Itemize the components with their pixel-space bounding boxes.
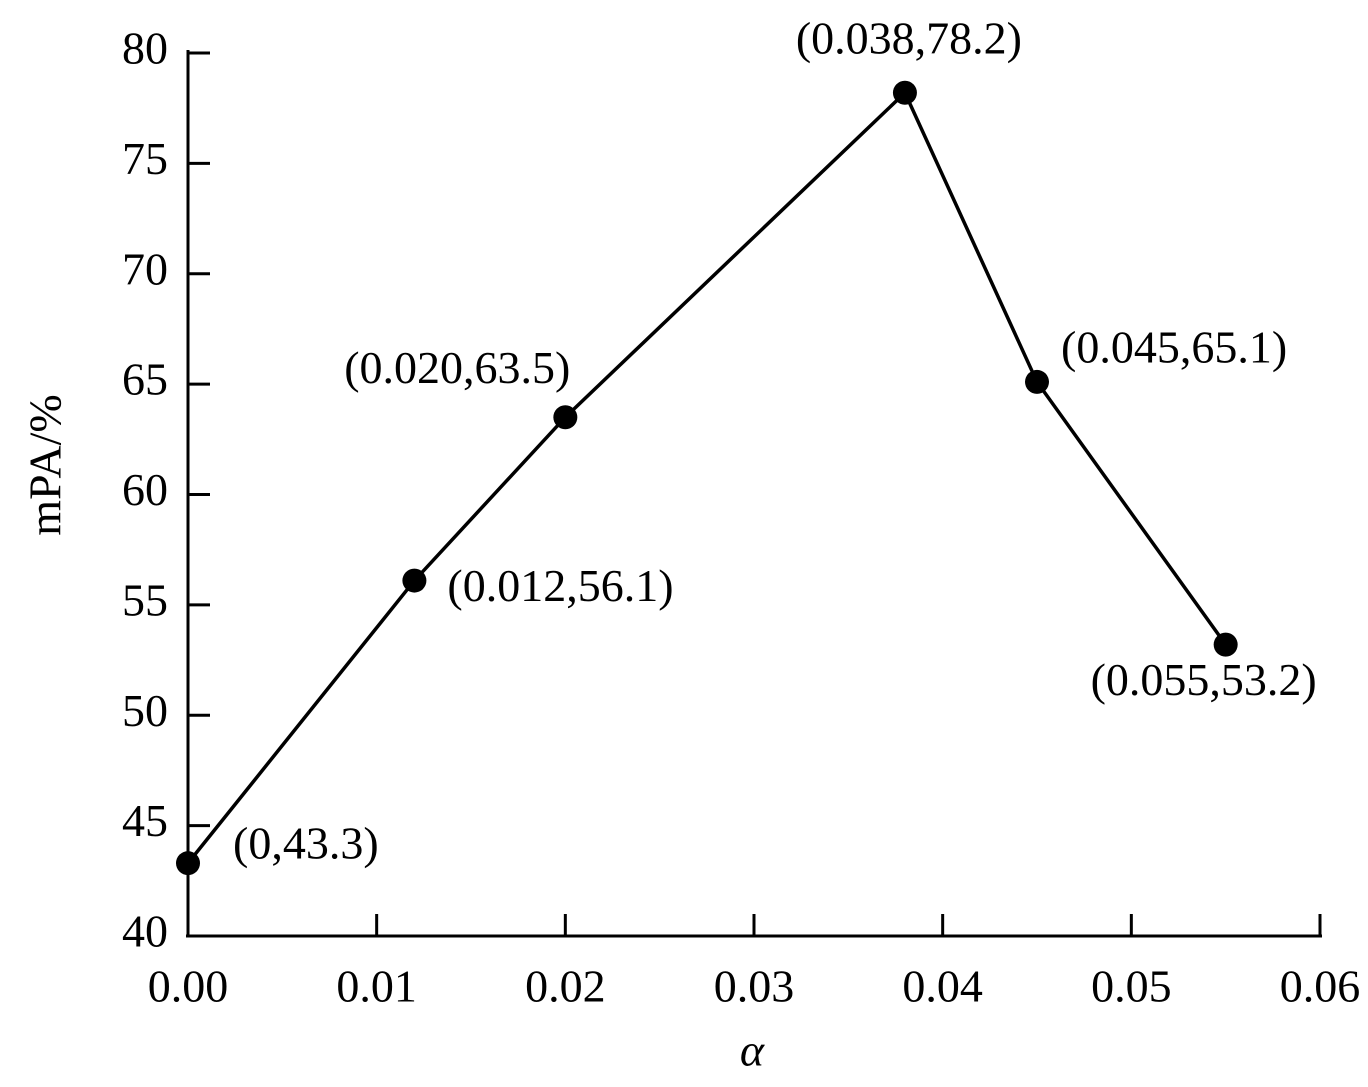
x-tick-label: 0.02 <box>525 961 606 1012</box>
data-label: (0.020,63.5) <box>344 342 570 393</box>
point <box>892 80 917 105</box>
data-label: (0.055,53.2) <box>1091 654 1317 705</box>
y-tick-label: 55 <box>122 574 168 625</box>
data-label: (0.012,56.1) <box>447 560 673 611</box>
x-tick-label: 0.01 <box>336 961 417 1012</box>
y-tick-label: 50 <box>122 685 168 736</box>
y-tick-label: 60 <box>122 464 168 515</box>
y-tick-label: 40 <box>122 906 168 957</box>
line <box>186 89 1228 865</box>
y-tick-label: 45 <box>122 795 168 846</box>
y-tick-label: 65 <box>122 354 168 405</box>
x-tick-label: 0.00 <box>148 961 229 1012</box>
x-tick-label: 0.04 <box>902 961 983 1012</box>
y-tick-label: 70 <box>122 243 168 294</box>
point <box>1213 632 1238 657</box>
point <box>1025 369 1049 394</box>
y-tick-label: 75 <box>122 133 168 184</box>
x-tick-label: 0.03 <box>714 961 795 1012</box>
point <box>176 851 200 876</box>
x-tick-label: 0.06 <box>1280 961 1361 1012</box>
data-label: (0.045,65.1) <box>1061 321 1287 372</box>
y-axis-label: mPA/% <box>20 394 71 535</box>
point <box>402 568 427 593</box>
data-label: (0.038,78.2) <box>796 12 1022 63</box>
x-tick-label: 0.05 <box>1091 961 1172 1012</box>
y-tick-label: 80 <box>122 23 168 74</box>
point <box>553 405 578 430</box>
x-axis-label: α <box>740 1025 765 1076</box>
data-label: (0,43.3) <box>233 818 379 869</box>
